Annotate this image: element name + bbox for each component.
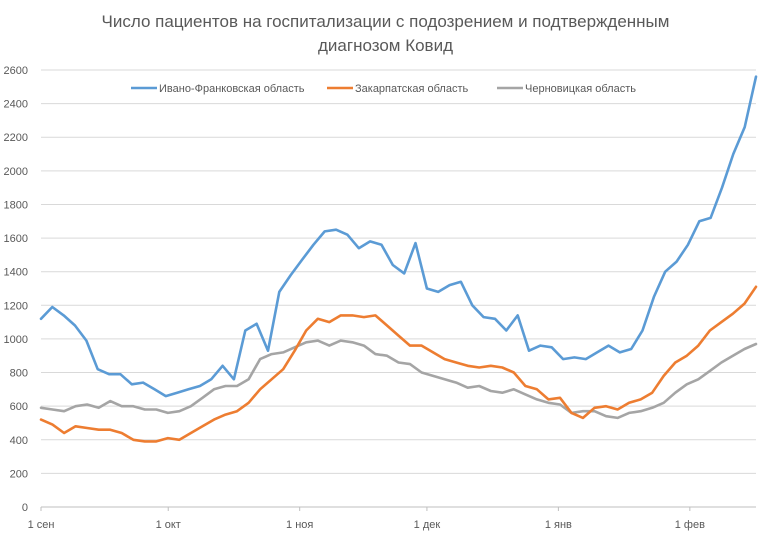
y-tick-label: 2600 xyxy=(4,65,28,77)
series-lines xyxy=(39,75,758,443)
y-tick-label: 400 xyxy=(10,435,28,447)
series-line xyxy=(39,75,758,398)
legend: Ивано-Франковская область Закарпатская об… xyxy=(131,83,636,95)
x-axis-labels: 1 сен 1 окт 1 ноя 1 дек 1 янв 1 фев xyxy=(28,507,705,531)
y-tick-label: 1400 xyxy=(4,267,28,279)
y-tick-label: 2200 xyxy=(4,132,28,144)
legend-label: Закарпатская область xyxy=(355,83,468,95)
y-tick-label: 200 xyxy=(10,468,28,480)
x-tick-label: 1 дек xyxy=(414,519,441,531)
y-tick-label: 1600 xyxy=(4,233,28,245)
y-tick-label: 1200 xyxy=(4,300,28,312)
y-axis-labels: 0 200 400 600 800 1000 1200 1400 1600 1800 2000 220… xyxy=(4,65,28,514)
x-tick-label: 1 сен xyxy=(28,519,55,531)
y-tick-label: 1800 xyxy=(4,199,28,211)
y-tick-label: 2400 xyxy=(4,99,28,111)
chart-title: Число пациентов на госпитализации с подо… xyxy=(0,10,771,58)
series-line xyxy=(39,339,758,420)
x-tick-label: 1 фев xyxy=(675,519,705,531)
x-tick-label: 1 янв xyxy=(545,519,572,531)
y-tick-label: 2000 xyxy=(4,166,28,178)
chart-title-line-1: Число пациентов на госпитализации с подо… xyxy=(101,12,670,31)
legend-label: Ивано-Франковская область xyxy=(159,83,305,95)
y-tick-label: 600 xyxy=(10,401,28,413)
y-tick-label: 800 xyxy=(10,368,28,380)
x-tick-label: 1 ноя xyxy=(286,519,313,531)
x-tick-label: 1 окт xyxy=(156,519,181,531)
chart-title-line-2: диагнозом Ковид xyxy=(318,36,453,55)
series-line xyxy=(39,285,758,443)
y-tick-label: 1000 xyxy=(4,334,28,346)
y-tick-label: 0 xyxy=(22,502,28,514)
legend-label: Черновицкая область xyxy=(525,83,636,95)
